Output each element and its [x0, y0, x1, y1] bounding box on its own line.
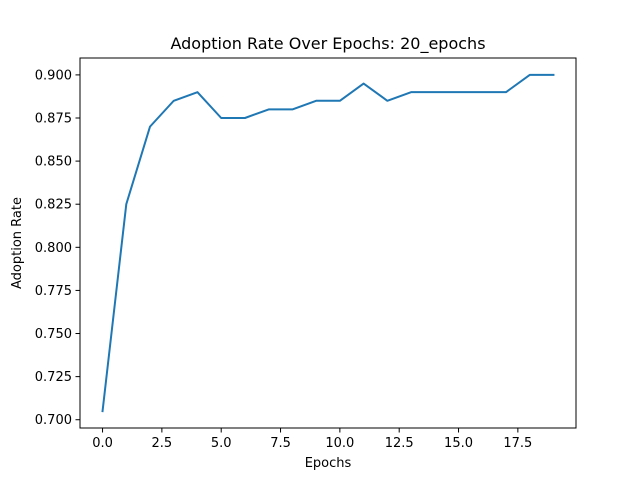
x-tick-label: 12.5: [385, 436, 414, 451]
y-tick-label: 0.825: [35, 198, 72, 213]
y-axis-label: Adoption Rate: [10, 197, 25, 289]
x-tick-label: 17.5: [503, 436, 532, 451]
y-axis: 0.700 0.725 0.750 0.775 0.800 0.825 0.850 0.875…: [35, 68, 80, 428]
y-tick-label: 0.850: [35, 155, 72, 170]
plot-frame: [79, 57, 577, 429]
x-tick-label: 5.0: [211, 436, 232, 451]
y-tick-label: 0.725: [35, 370, 72, 385]
series-layer: [101, 73, 555, 413]
series-line: [101, 73, 555, 413]
x-tick-label: 7.5: [270, 436, 291, 451]
y-tick-label: 0.775: [35, 284, 72, 299]
x-axis-label: Epochs: [305, 456, 352, 471]
y-tick-label: 0.800: [35, 241, 72, 256]
y-tick-label: 0.875: [35, 112, 72, 127]
chart-title: Adoption Rate Over Epochs: 20_epochs: [170, 34, 485, 54]
x-tick-label: 0.0: [92, 436, 113, 451]
y-tick-label: 0.750: [35, 327, 72, 342]
x-tick-label: 15.0: [444, 436, 473, 451]
plot-area: [79, 57, 577, 429]
y-tick-label: 0.700: [35, 413, 72, 428]
x-tick-label: 2.5: [152, 436, 173, 451]
x-axis: 0.0 2.5 5.0 7.5 10.0 12.5 15.0 17.5: [92, 428, 532, 451]
y-tick-label: 0.900: [35, 68, 72, 83]
x-tick-label: 10.0: [325, 436, 354, 451]
